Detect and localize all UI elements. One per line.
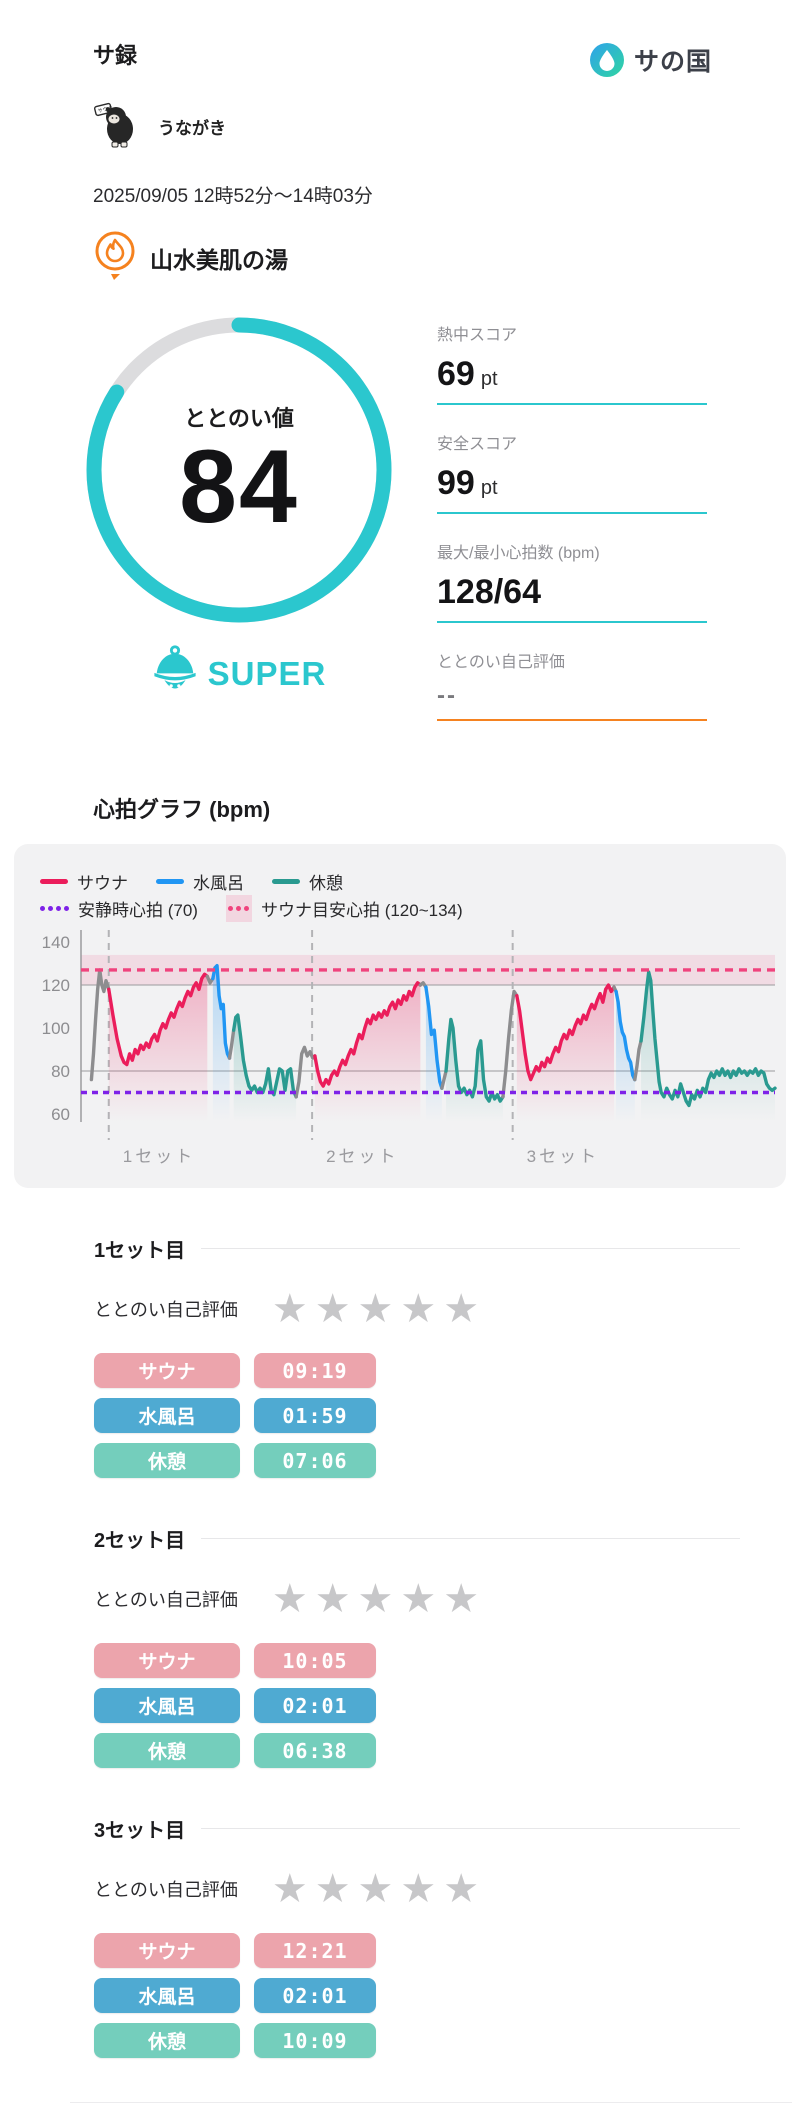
page-title: サ録 [93, 43, 138, 68]
brand-logo: サの国 [589, 42, 712, 78]
set-3-title: 3セット目 [94, 1820, 186, 1842]
sauna-label-pill: サウナ [94, 1643, 240, 1678]
sauna-time-pill: 12:21 [254, 1933, 376, 1968]
totonoi-gauge: ととのい値 84 SUPER [86, 317, 392, 746]
rest-label-pill: 休憩 [94, 1733, 240, 1768]
set-section-1: 1セット目 ととのい自己評価 ★★★★★ サウナ 09:19 水風呂 01:59 休… [94, 1234, 740, 1478]
water-time-row: 水風呂 02:01 [94, 1688, 740, 1723]
svg-text:2セット: 2セット [326, 1147, 398, 1166]
water-label-pill: 水風呂 [94, 1398, 240, 1433]
rest-time-row: 休憩 06:38 [94, 1733, 740, 1768]
water-label-pill: 水風呂 [94, 1978, 240, 2013]
sauna-time-row: サウナ 12:21 [94, 1933, 740, 1968]
water-line-swatch [156, 879, 184, 884]
rest-time-pill: 07:06 [254, 1443, 376, 1478]
chart-legend: サウナ 水風呂 休憩 安静時心拍 (70) サウナ目安心拍 (120~134) [14, 868, 786, 922]
set-1-title: 1セット目 [94, 1240, 186, 1262]
brand-name: サの国 [633, 48, 712, 76]
water-time-pill: 02:01 [254, 1978, 376, 2013]
header: サ録 サの国 サウナ うながき 2025/09/05 12時52分〜14時03分 [93, 36, 712, 285]
water-label-pill: 水風呂 [94, 1688, 240, 1723]
sauna-time-pill: 09:19 [254, 1353, 376, 1388]
gauge-value: 84 [179, 429, 299, 546]
session-datetime: 2025/09/05 12時52分〜14時03分 [93, 186, 373, 207]
summary-section: ととのい値 84 SUPER 熱中スコア 69 pt [86, 317, 740, 746]
heart-rate-chart: 140 120 100 80 60 1セット 2セット 3セット [42, 930, 777, 1166]
set-section-2: 2セット目 ととのい自己評価 ★★★★★ サウナ 10:05 水風呂 02:01 休… [94, 1524, 740, 1768]
rest-time-pill: 06:38 [254, 1733, 376, 1768]
rank-badge: SUPER [86, 645, 392, 702]
svg-text:120: 120 [42, 976, 70, 995]
rating-label: ととのい自己評価 [94, 1590, 238, 1610]
user-name: うながき [158, 119, 226, 138]
legend-water: 水風呂 [156, 869, 244, 894]
svg-text:1セット: 1セット [123, 1147, 195, 1166]
rating-stars[interactable]: ★★★★★ [271, 1867, 487, 1911]
legend-resting-hr: 安静時心拍 (70) [40, 896, 198, 921]
divider [201, 1828, 740, 1829]
sauna-time-row: サウナ 10:05 [94, 1643, 740, 1678]
facility-name: 山水美肌の湯 [150, 246, 288, 273]
rest-line-swatch [272, 879, 300, 884]
sauna-hat-icon [152, 645, 198, 702]
rating-label: ととのい自己評価 [94, 1300, 238, 1320]
rest-time-row: 休憩 10:09 [94, 2023, 740, 2058]
rating-stars[interactable]: ★★★★★ [271, 1577, 487, 1621]
rating-label: ととのい自己評価 [94, 1880, 238, 1900]
divider [201, 1538, 740, 1539]
svg-text:100: 100 [42, 1019, 70, 1038]
stat-heat-score: 熱中スコア 69 pt [437, 321, 707, 405]
gauge-label: ととのい値 [184, 406, 294, 432]
sauna-time-row: サウナ 09:19 [94, 1353, 740, 1388]
rating-stars[interactable]: ★★★★★ [271, 1287, 487, 1331]
svg-text:サウナ: サウナ [97, 104, 113, 114]
sauna-label-pill: サウナ [94, 1353, 240, 1388]
chart-heading: 心拍グラフ (bpm) [93, 797, 271, 822]
rest-time-row: 休憩 07:06 [94, 1443, 740, 1478]
heart-rate-chart-card: サウナ 水風呂 休憩 安静時心拍 (70) サウナ目安心拍 (120~134) [14, 844, 786, 1188]
stat-self-rating: ととのい自己評価 -- [437, 648, 707, 721]
stat-safety-score: 安全スコア 99 pt [437, 430, 707, 514]
set-2-title: 2セット目 [94, 1530, 186, 1552]
facility-row[interactable]: 山水美肌の湯 [93, 230, 712, 285]
sauna-time-pill: 10:05 [254, 1643, 376, 1678]
water-time-pill: 01:59 [254, 1398, 376, 1433]
set-section-3: 3セット目 ととのい自己評価 ★★★★★ サウナ 12:21 水風呂 02:01 休… [94, 1814, 740, 2058]
stats-column: 熱中スコア 69 pt 安全スコア 99 pt 最大/最小心拍数 (bpm) 128… [437, 317, 707, 746]
user-row: サウナ うながき [93, 100, 712, 153]
user-avatar: サウナ [93, 100, 141, 153]
divider [201, 1248, 740, 1249]
legend-rest: 休憩 [272, 869, 343, 894]
legend-target-band: サウナ目安心拍 (120~134) [225, 895, 463, 922]
stat-max-min-hr: 最大/最小心拍数 (bpm) 128/64 [437, 539, 707, 623]
legend-sauna: サウナ [40, 869, 128, 894]
rest-time-pill: 10:09 [254, 2023, 376, 2058]
target-band-swatch [225, 895, 252, 922]
flame-pin-icon [93, 230, 137, 285]
rank-badge-label: SUPER [207, 654, 327, 692]
svg-text:80: 80 [51, 1062, 70, 1081]
svg-text:3セット: 3セット [527, 1147, 599, 1166]
water-time-row: 水風呂 02:01 [94, 1978, 740, 2013]
svg-text:140: 140 [42, 933, 70, 952]
rest-label-pill: 休憩 [94, 2023, 240, 2058]
svg-text:60: 60 [51, 1105, 70, 1124]
water-time-row: 水風呂 01:59 [94, 1398, 740, 1433]
gauge-progress-arc [86, 317, 392, 623]
rest-label-pill: 休憩 [94, 1443, 240, 1478]
water-drop-icon [589, 43, 624, 77]
sauna-line-swatch [40, 879, 68, 884]
resting-hr-swatch [40, 906, 69, 911]
water-time-pill: 02:01 [254, 1688, 376, 1723]
sauna-label-pill: サウナ [94, 1933, 240, 1968]
